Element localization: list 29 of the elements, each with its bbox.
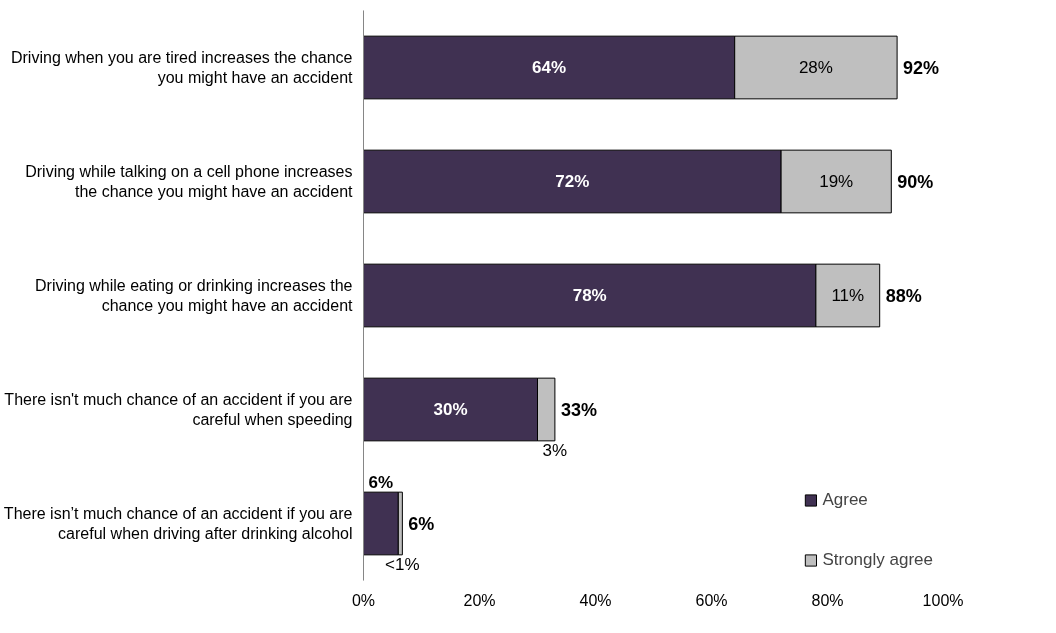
x-tick-label: 20% <box>463 591 496 609</box>
legend-label: Strongly agree <box>822 550 933 570</box>
total-label: 6% <box>368 473 394 493</box>
y-tick-label: There isn’t much chance of an accident if you are careful when driving after drinking alcohol <box>3 504 353 543</box>
x-tick-label: 80% <box>811 591 844 609</box>
data-label: 11% <box>831 286 865 305</box>
x-tick-label: 40% <box>579 591 612 609</box>
data-label: 30% <box>433 400 468 419</box>
y-tick-label: Driving when you are tired increases the chance you might have an accident <box>10 48 354 87</box>
y-tick-label: There isn't much chance of an accident if you are careful when speeding <box>4 390 353 429</box>
data-label: 19% <box>819 172 854 191</box>
data-label: 72% <box>555 172 590 191</box>
data-label: 6% <box>408 513 435 534</box>
total-label: 88% <box>885 285 922 306</box>
total-label: 33% <box>560 399 597 420</box>
y-tick-label: Driving while eating or drinking increases the chance you might have an accident <box>35 276 354 315</box>
data-label: 28% <box>798 58 833 77</box>
data-label: 64% <box>532 58 567 77</box>
data-label: <1% <box>385 554 420 574</box>
x-tick-label: 60% <box>695 591 728 609</box>
bar <box>363 491 399 556</box>
x-tick-label: 0% <box>351 591 376 609</box>
total-label: 92% <box>903 57 940 78</box>
data-label: 78% <box>572 286 607 305</box>
y-tick-label: Driving while talking on a cell phone increases the chance you might have an accident <box>25 162 354 201</box>
data-label: 3% <box>542 440 568 460</box>
legend-label: Agree <box>822 490 868 510</box>
x-tick-label: 100% <box>922 591 964 609</box>
total-label: 90% <box>897 171 934 192</box>
